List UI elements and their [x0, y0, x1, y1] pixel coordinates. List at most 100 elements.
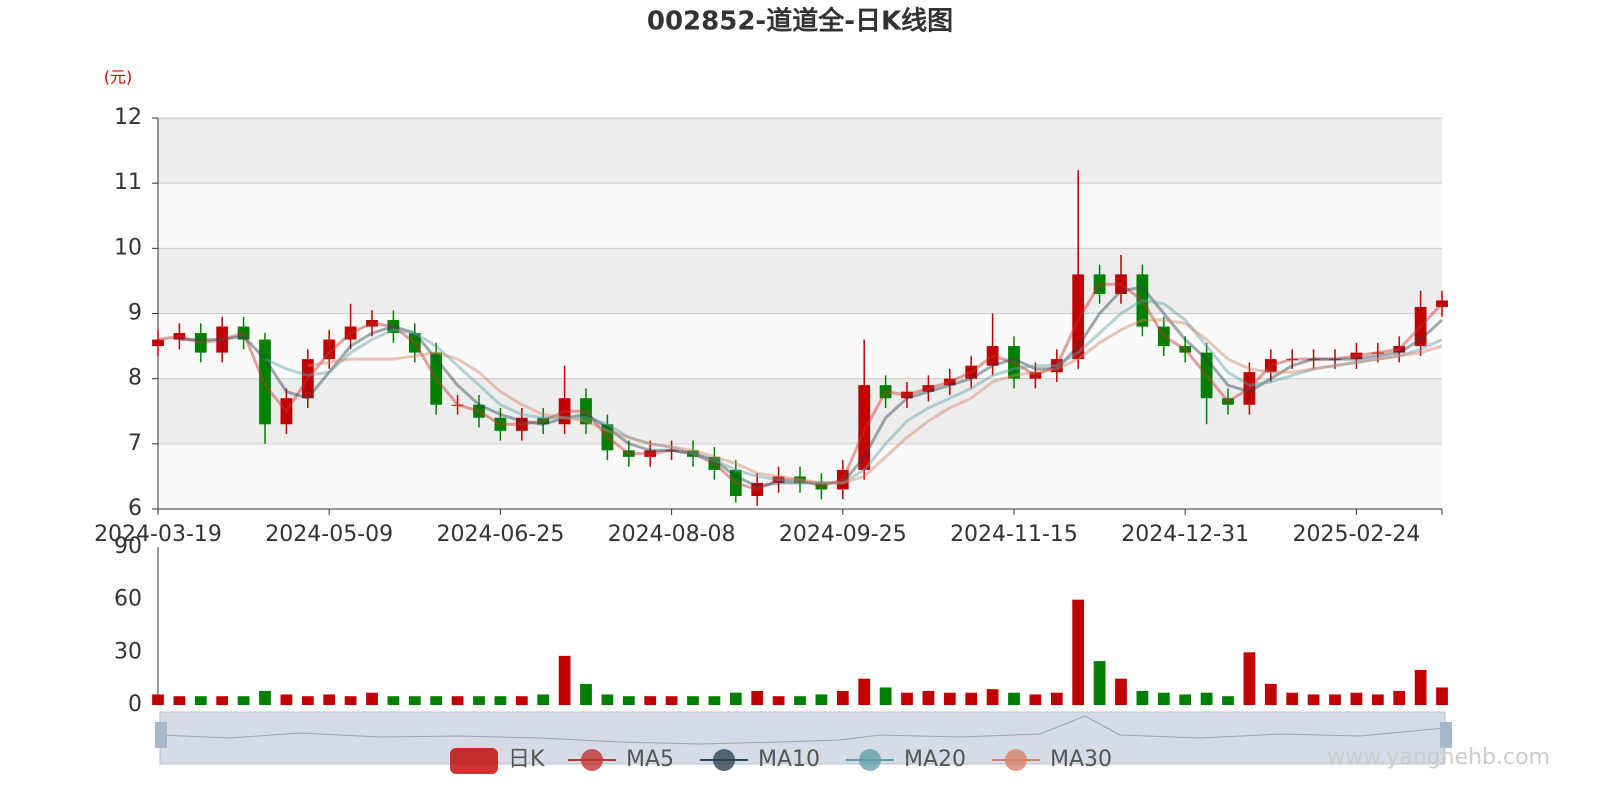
volume-bar — [1157, 692, 1170, 705]
candle-body — [943, 378, 956, 386]
volume-bar — [580, 683, 592, 705]
volume-bar — [687, 696, 699, 705]
candle-body — [323, 339, 336, 360]
x-tick-label: 2024-09-25 — [779, 522, 907, 547]
candle-body — [494, 417, 507, 431]
volume-bar — [430, 696, 443, 705]
candle-body — [1222, 398, 1234, 405]
y-tick-label: 11 — [114, 170, 142, 195]
volume-bar — [986, 689, 999, 705]
volume-bar — [815, 694, 828, 705]
volume-bar — [1136, 690, 1149, 705]
volume-tick-label: 60 — [114, 587, 142, 612]
legend-label: 日K — [508, 747, 545, 772]
candle-body — [1072, 274, 1085, 360]
volume-tick-label: 30 — [114, 639, 142, 664]
candle-body — [216, 326, 229, 353]
volume-bar — [494, 696, 507, 705]
candle-body — [922, 385, 935, 392]
candle-body — [622, 450, 635, 457]
candle-body — [580, 398, 592, 425]
candle-body — [1200, 352, 1213, 399]
y-tick-label: 12 — [114, 105, 142, 130]
legend-label: MA30 — [1050, 747, 1112, 772]
volume-bar — [451, 696, 464, 705]
volume-bar — [1436, 687, 1448, 705]
zoom-handle[interactable] — [1440, 722, 1452, 748]
volume-bar — [858, 678, 871, 705]
candle-body — [473, 404, 485, 418]
candle-body — [1243, 372, 1256, 405]
volume-bar — [1222, 696, 1234, 705]
x-tick-label: 2025-02-24 — [1292, 522, 1420, 547]
x-tick-label: 2024-05-09 — [265, 522, 393, 547]
candle-body — [1008, 346, 1020, 379]
candle-body — [1329, 359, 1341, 361]
volume-bar — [344, 696, 357, 705]
volume-bar — [1029, 694, 1042, 705]
legend-label: MA10 — [758, 747, 820, 772]
candle-body — [237, 326, 250, 340]
volume-bar — [194, 696, 207, 705]
volume-bar — [558, 655, 571, 705]
candle-body — [901, 391, 913, 399]
legend-marker — [859, 749, 881, 771]
candle-body — [1414, 306, 1427, 347]
candle-body — [259, 339, 271, 425]
candle-body — [965, 365, 978, 379]
candle-body — [1350, 352, 1363, 360]
candle-body — [729, 469, 742, 496]
volume-bar — [1200, 692, 1213, 705]
band — [158, 183, 1442, 248]
candle-body — [280, 398, 293, 425]
volume-bar — [323, 694, 336, 705]
volume-bar — [622, 696, 635, 705]
candle-body — [1050, 359, 1063, 373]
candle-body — [194, 333, 207, 353]
y-tick-label: 10 — [114, 235, 142, 260]
ma-line — [179, 285, 1444, 488]
candle-body — [644, 450, 657, 457]
band — [158, 118, 1442, 183]
volume-bar — [1286, 692, 1299, 705]
legend-label: MA5 — [626, 747, 674, 772]
candle-body — [1093, 274, 1106, 294]
volume-bar — [1243, 652, 1256, 705]
legend: 日K MA5 MA10 MA20 MA30 — [450, 747, 1112, 774]
volume-bar — [259, 690, 271, 705]
x-tick-label: 2024-11-15 — [950, 522, 1078, 547]
candle-body — [387, 320, 400, 334]
ma-line — [157, 282, 1444, 491]
candle-body — [1264, 359, 1277, 373]
candle-body — [1029, 372, 1042, 379]
candle-body — [301, 359, 314, 399]
candle-body — [173, 333, 186, 340]
volume-bar — [601, 694, 614, 705]
volume-bar — [237, 696, 250, 705]
candle-body — [344, 326, 357, 340]
candle-body — [986, 346, 999, 366]
legend-marker — [1005, 749, 1027, 771]
candle-body — [879, 385, 892, 399]
candle-body — [1371, 352, 1384, 354]
zoom-handle[interactable] — [155, 722, 167, 748]
ma-line — [307, 318, 1443, 485]
candle-body — [772, 476, 785, 483]
volume-bar — [280, 694, 293, 705]
candle-body — [1307, 359, 1320, 361]
volume-bar — [387, 696, 400, 705]
candle-body — [152, 339, 164, 347]
candle-body — [451, 404, 464, 406]
volume-tick-label: 0 — [128, 692, 142, 717]
volume-bar — [1393, 690, 1406, 705]
volume-bar — [729, 692, 742, 705]
volume-bar — [1072, 599, 1085, 705]
volume-bar — [1350, 692, 1363, 705]
volume-bar — [1329, 694, 1341, 705]
volume-bar — [708, 696, 721, 705]
volume-bar — [1115, 678, 1127, 705]
candle-body — [537, 417, 550, 425]
volume-bar — [515, 696, 528, 705]
band — [158, 248, 1442, 313]
